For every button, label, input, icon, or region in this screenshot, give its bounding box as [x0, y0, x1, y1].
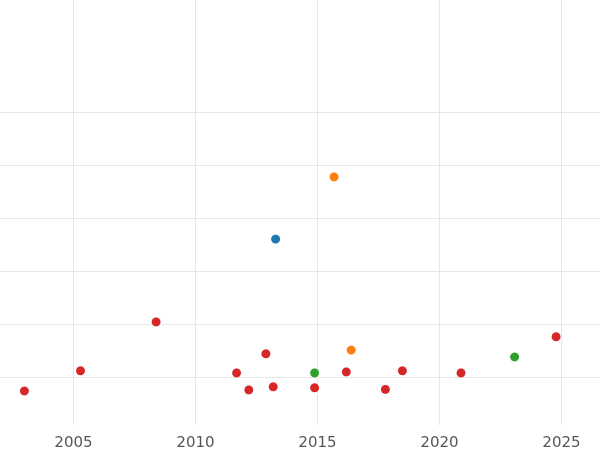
scatter-point — [310, 383, 320, 393]
scatter-point — [19, 386, 29, 396]
scatter-point — [380, 384, 390, 394]
scatter-point — [76, 366, 85, 376]
x-tick-label: 2020 — [420, 433, 458, 450]
scatter-point — [397, 366, 407, 376]
grid — [0, 0, 600, 425]
scatter-point — [261, 349, 271, 359]
scatter-point — [271, 234, 281, 244]
scatter-point — [310, 368, 320, 378]
scatter-point — [151, 317, 161, 327]
scatter-point — [244, 385, 254, 395]
x-tick-label: 2025 — [542, 433, 580, 450]
scatter-point — [456, 368, 466, 378]
x-tick-label: 2015 — [298, 433, 336, 450]
scatter-point — [268, 382, 278, 392]
scatter-point — [341, 367, 351, 377]
scatter-point — [346, 345, 356, 355]
scatter-point — [551, 332, 561, 342]
data-points — [19, 172, 561, 396]
x-axis-ticks: 2005 2010 2015 2020 2025 — [54, 433, 580, 450]
x-tick-label: 2010 — [176, 433, 214, 450]
scatter-point — [232, 368, 242, 378]
x-tick-label: 2005 — [54, 433, 92, 450]
scatter-point — [510, 352, 520, 362]
scatter-point — [329, 172, 339, 182]
